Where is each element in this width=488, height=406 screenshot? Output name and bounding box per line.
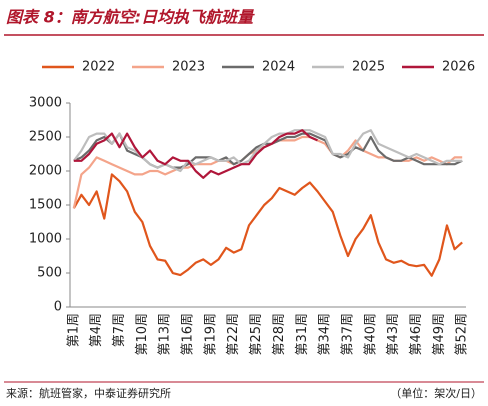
series-line xyxy=(73,132,463,169)
x-tick-label: 第52周 xyxy=(455,313,470,356)
series-line xyxy=(72,129,463,173)
series-line xyxy=(73,129,318,179)
x-tick-label: 第4周 xyxy=(89,313,104,347)
legend-label: 2023 xyxy=(172,60,205,75)
legend-label: 2026 xyxy=(442,60,475,75)
legend-label: 2025 xyxy=(352,60,385,75)
x-tick-label: 第7周 xyxy=(112,313,127,347)
legend-label: 2022 xyxy=(82,60,115,75)
x-tick-label: 第10周 xyxy=(135,313,150,356)
x-tick-label: 第43周 xyxy=(386,313,401,356)
x-tick-label: 第46周 xyxy=(409,313,424,356)
chart-title: 图表 8：南方航空:日均执飞航班量 xyxy=(6,8,255,27)
y-tick-label: 1500 xyxy=(29,198,62,213)
x-tick-label: 第34周 xyxy=(318,313,333,356)
y-tick-label: 1000 xyxy=(29,232,62,247)
x-tick-label: 第40周 xyxy=(363,313,378,356)
y-tick-label: 0 xyxy=(54,300,62,315)
x-tick-label: 第25周 xyxy=(249,313,264,356)
x-tick-label: 第49周 xyxy=(432,313,447,356)
y-tick-label: 2500 xyxy=(29,130,62,145)
x-tick-label: 第22周 xyxy=(226,313,241,356)
x-tick-label: 第16周 xyxy=(181,313,196,356)
y-tick-label: 500 xyxy=(37,266,62,281)
series-line xyxy=(72,173,463,277)
source: 来源：航班管家，中泰证券研究所 xyxy=(6,386,171,400)
x-tick-label: 第28周 xyxy=(272,313,287,356)
x-tick-label: 第1周 xyxy=(66,313,81,347)
y-tick-label: 2000 xyxy=(29,164,62,179)
x-tick-label: 第13周 xyxy=(158,313,173,356)
unit-note: （单位：架次/日） xyxy=(390,386,482,400)
x-tick-label: 第37周 xyxy=(340,313,355,356)
legend-label: 2024 xyxy=(262,60,295,75)
x-tick-label: 第31周 xyxy=(295,313,310,356)
series-line xyxy=(72,135,463,209)
y-tick-label: 3000 xyxy=(29,96,62,111)
x-tick-label: 第19周 xyxy=(203,313,218,356)
